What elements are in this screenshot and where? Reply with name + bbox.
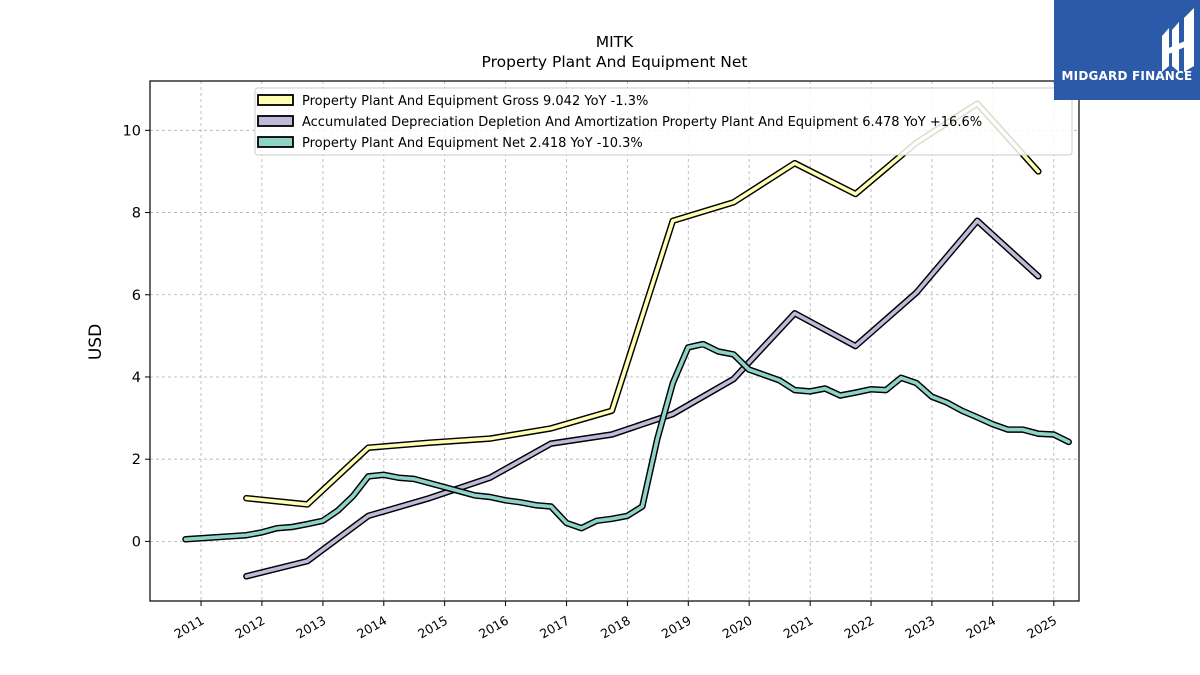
x-tick-label: 2024 (963, 613, 998, 642)
x-axis: 2011 2012 2013 2014 2015 2016 2017 2018 2019 2020… (171, 601, 1059, 642)
x-tick-label: 2022 (842, 613, 877, 642)
x-tick-label: 2019 (659, 613, 694, 642)
x-tick-label: 2015 (415, 613, 450, 642)
chart-subtitle: Property Plant And Equipment Net (482, 53, 748, 71)
x-tick-label: 2025 (1024, 613, 1059, 642)
series-line (244, 219, 1041, 579)
x-tick-label: 2014 (354, 613, 389, 642)
y-tick-label: 10 (123, 123, 141, 139)
series-outline (243, 217, 1042, 580)
x-tick-label: 2023 (902, 613, 937, 642)
x-tick-label: 2012 (232, 613, 267, 642)
x-tick-label: 2016 (476, 613, 511, 642)
x-tick-label: 2013 (293, 613, 328, 642)
series-lines (182, 100, 1072, 580)
legend-swatch (257, 115, 294, 127)
series-outline (243, 100, 1042, 508)
legend-swatch (257, 136, 294, 148)
legend-label: Property Plant And Equipment Gross 9.042… (302, 94, 648, 109)
legend-label: Accumulated Depreciation Depletion And A… (302, 115, 982, 130)
logo-text: MIDGARD FINANCE (1061, 69, 1193, 83)
grid (150, 81, 1079, 601)
legend: Property Plant And Equipment Gross 9.042… (254, 87, 1073, 156)
x-tick-label: 2011 (171, 613, 206, 642)
legend-swatch (257, 94, 294, 106)
y-tick-label: 4 (132, 370, 141, 386)
y-tick-label: 0 (132, 534, 141, 550)
y-tick-label: 8 (132, 206, 141, 222)
x-tick-label: 2018 (598, 613, 633, 642)
series-line (183, 342, 1071, 542)
y-axis: 0 2 4 6 8 10 (123, 123, 150, 550)
legend-label: Property Plant And Equipment Net 2.418 Y… (302, 136, 643, 151)
midgard-finance-logo: MIDGARD FINANCE (1054, 0, 1200, 100)
x-tick-label: 2017 (537, 613, 572, 642)
y-axis-label: USD (86, 324, 106, 360)
plot-frame (149, 80, 1080, 602)
midgard-logo-icon (1162, 8, 1194, 72)
y-tick-label: 2 (132, 452, 141, 468)
legend-box (254, 87, 1073, 156)
chart-title: MITK (596, 33, 634, 51)
y-tick-label: 6 (132, 288, 141, 304)
series-line (244, 101, 1041, 507)
x-tick-label: 2021 (781, 613, 816, 642)
x-tick-label: 2020 (720, 613, 755, 642)
